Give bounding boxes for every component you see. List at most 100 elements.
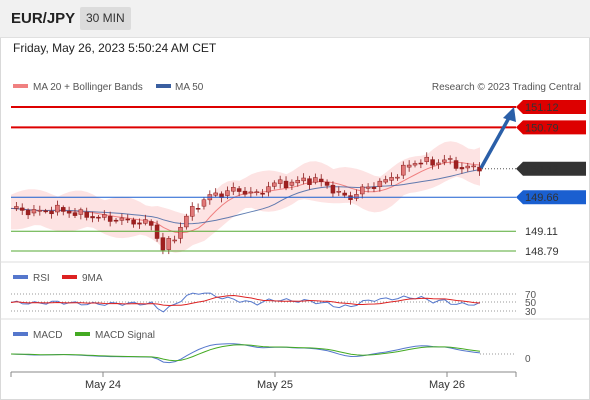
candle-body [430,159,435,166]
legend-label-macd-signal: MACD Signal [95,330,155,341]
candle-body [277,179,283,184]
watermark-text: Research © 2023 Trading Central [432,82,581,93]
candle-body [66,210,72,214]
forecast-arrowhead [503,107,516,122]
macd-zero-label: 0 [525,354,531,365]
rsi-line [10,292,481,313]
candle-body [406,164,412,168]
candle-body [19,207,25,211]
candle-body [189,206,195,217]
level-label: 149.11 [525,226,558,238]
rsi-level-70: 70 [525,290,537,301]
level-tag-resistance [516,120,586,135]
level-tag-last [516,161,586,176]
candle-body [248,191,254,194]
candle-body [383,179,388,183]
candle-body [231,187,236,192]
candle-body [178,227,183,239]
candle-body [172,239,177,242]
candle-body [96,216,101,219]
candle-body [471,165,476,168]
candle-body [166,238,172,250]
candle-body [465,165,471,169]
timeframe-button[interactable]: 30 MIN [80,7,131,30]
candle-body [295,179,301,184]
level-label: 148.79 [525,246,559,258]
candle-body [447,158,453,160]
candle-body [254,191,259,194]
level-tag-resistance [516,100,586,114]
datetime-label: Friday, May 26, 2023 5:50:24 AM CET [13,41,217,55]
pair-title: EUR/JPY [11,10,76,27]
rsi-level-30: 30 [525,307,537,318]
legend-label-macd: MACD [33,330,62,341]
candle-body [43,210,48,213]
candle-body [389,177,394,181]
candle-body [113,219,119,222]
candle-body [307,178,312,185]
candle-body [477,166,482,172]
candle-body [283,180,289,188]
level-label: 150.79 [525,122,559,134]
candle-body [342,192,347,196]
rsi-level-50: 50 [525,298,537,309]
candle-body [184,215,189,228]
price-levels: 151.12 150.79 150.12 149.66 149.11 148.79 [11,100,586,258]
candle-body [107,216,113,222]
candle-body [31,209,37,214]
candle-body [330,184,336,194]
macd-line [10,343,481,364]
candle-body [131,219,136,225]
candle-body [260,193,265,195]
legend-label-rsi-ma: 9MA [82,273,103,284]
candle-body [424,156,429,162]
candle-body [266,186,271,193]
candle-body [436,162,441,165]
x-tick-label: May 24 [85,379,121,391]
x-tick-label: May 26 [429,379,465,391]
candle-body [395,176,400,179]
candle-body [25,210,31,216]
candle-body [318,178,324,182]
level-label: 151.12 [525,102,559,114]
level-label: 150.12 [525,164,559,176]
candle-body [37,210,43,212]
legend-label-rsi: RSI [33,273,50,284]
candle-body [90,216,95,219]
candle-body [160,237,166,251]
candle-body [453,160,459,169]
candle-body [418,162,424,165]
level-tag-pivot [516,190,586,205]
candle-body [242,190,248,195]
candle-body [377,180,383,188]
forecast-arrow [479,115,512,169]
legend-label-ma20: MA 20 + Bollinger Bands [33,82,143,93]
candle-body [61,207,66,212]
candle-body [143,219,148,224]
candle-body [119,217,125,221]
candle-body [137,222,142,225]
level-label: 149.66 [525,192,559,204]
candle-body [49,210,54,215]
candle-body [412,163,418,166]
candle-body [313,177,318,183]
candle-body [78,209,84,215]
candle-body [360,186,365,195]
candle-body [371,186,377,189]
candle-body [354,194,359,199]
candle-body [289,181,295,186]
candle-body [84,211,89,218]
legend-label-ma50: MA 50 [175,82,204,93]
candle-body [401,164,406,176]
candle-body [201,199,207,207]
candle-body [225,190,230,196]
candle-body [213,192,218,196]
candle-body [365,186,371,189]
x-tick-label: May 25 [257,379,293,391]
candle-body [336,191,342,193]
candle-body [459,167,465,170]
rsi-ma-line [10,294,481,307]
candle-body [148,221,154,226]
candle-body [102,214,107,218]
